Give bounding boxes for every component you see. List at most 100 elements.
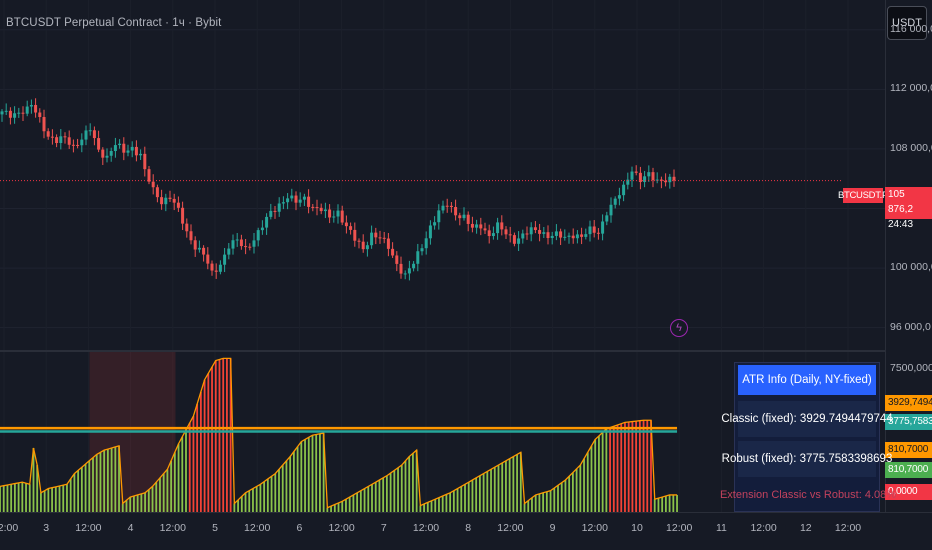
last-price-value: 105 876,2 <box>888 189 914 215</box>
candle-body <box>487 230 491 237</box>
atr-robust-row: Robust (fixed): 3775.7583398693 <box>722 441 892 477</box>
candle-body <box>340 210 344 223</box>
candle-body <box>143 153 147 170</box>
candle-body <box>521 233 525 239</box>
candle-body <box>290 195 294 199</box>
candle-body <box>374 232 378 238</box>
candle-body <box>638 172 642 183</box>
candle-body <box>500 222 504 230</box>
candle-body <box>0 111 4 115</box>
candle-body <box>59 136 63 144</box>
candle-body <box>71 144 75 146</box>
time-tick-label: 9 <box>549 522 556 534</box>
time-tick-label: 12:00 <box>834 522 862 534</box>
time-tick-label: 8 <box>465 522 472 534</box>
candle-body <box>80 139 84 146</box>
time-tick-label: 11 <box>715 522 727 534</box>
candle-body <box>113 145 117 152</box>
candle-body <box>596 232 600 234</box>
chart-title[interactable]: BTCUSDT Perpetual Contract · 1ч · Bybit <box>6 17 222 29</box>
candle-body <box>139 153 143 156</box>
pane-divider[interactable] <box>0 350 886 352</box>
price-tick-label: 112 000,0 <box>890 82 932 95</box>
candle-body <box>651 172 655 181</box>
atr-extension-row: Extension Classic vs Robust: 4.08% <box>719 489 897 501</box>
candle-body <box>88 130 92 132</box>
time-tick-label: 12:00 <box>244 522 271 534</box>
candle-body <box>260 227 264 231</box>
candle-body <box>496 222 500 234</box>
candle-body <box>218 264 222 272</box>
time-tick-label: 12:00 <box>497 522 524 534</box>
candle-body <box>214 270 218 272</box>
time-tick-label: 10 <box>631 522 643 534</box>
candle-body <box>403 273 407 275</box>
candle-body <box>134 146 138 156</box>
candle-body <box>672 176 676 181</box>
candle-body <box>265 216 269 228</box>
candle-body <box>269 210 273 217</box>
time-tick-label: 6 <box>296 522 303 534</box>
candle-body <box>533 227 537 231</box>
candle-body <box>176 202 180 208</box>
candle-body <box>25 106 29 114</box>
atr-progress-columns[interactable] <box>0 357 678 512</box>
candle-body <box>613 198 617 205</box>
candle-body <box>168 197 172 199</box>
candle-body <box>349 226 353 230</box>
candle-body <box>302 196 306 200</box>
candle-body <box>206 254 210 264</box>
indicator-value-badge: 3929,7494 <box>885 395 932 411</box>
candle-body <box>332 216 336 218</box>
lightning-icon[interactable]: ϟ <box>670 319 688 337</box>
candle-body <box>328 209 332 218</box>
candle-body <box>239 239 243 247</box>
candle-body <box>315 207 319 209</box>
candle-body <box>252 240 256 247</box>
candle-body <box>370 232 374 246</box>
candle-body <box>155 187 159 198</box>
time-tick-label: 12:00 <box>666 522 693 534</box>
candle-body <box>378 237 382 239</box>
candle-body <box>584 234 588 237</box>
candle-body <box>244 246 248 248</box>
candle-body <box>67 137 71 145</box>
candle-body <box>197 247 201 250</box>
candle-body <box>92 130 96 139</box>
candle-body <box>647 172 651 177</box>
candle-body <box>605 215 609 222</box>
candle-body <box>571 235 575 239</box>
candle-body <box>294 195 298 203</box>
atr-info-table: ATR Info (Daily, NY-fixed) Classic (fixe… <box>719 362 897 512</box>
candle-body <box>407 268 411 274</box>
candle-body <box>357 240 361 242</box>
candle-body <box>458 215 462 219</box>
candle-body <box>575 234 579 239</box>
candle-body <box>592 226 596 233</box>
candle-body <box>563 236 567 238</box>
candle-body <box>97 138 101 150</box>
candle-body <box>76 144 80 146</box>
candle-body <box>172 198 176 203</box>
candlestick-series[interactable] <box>0 98 676 281</box>
time-tick-label: 12:00 <box>159 522 186 534</box>
price-tick-label: 100 000,0 <box>890 261 932 274</box>
candle-body <box>609 204 613 216</box>
candle-body <box>445 205 449 207</box>
candle-body <box>668 176 672 183</box>
candle-body <box>307 196 311 207</box>
currency-button[interactable]: USDT <box>887 6 927 40</box>
candle-body <box>617 195 621 199</box>
candle-body <box>529 227 533 235</box>
candle-body <box>311 206 315 208</box>
time-tick-label: 12:00 <box>75 522 102 534</box>
time-tick-label: 12:00 <box>412 522 440 534</box>
candle-body <box>21 112 25 114</box>
candle-body <box>323 209 327 212</box>
indicator-value-badge: 810,7000 <box>885 442 932 458</box>
candle-body <box>643 176 647 183</box>
candle-body <box>248 246 252 248</box>
candle-body <box>84 130 88 140</box>
candle-body <box>160 197 164 205</box>
